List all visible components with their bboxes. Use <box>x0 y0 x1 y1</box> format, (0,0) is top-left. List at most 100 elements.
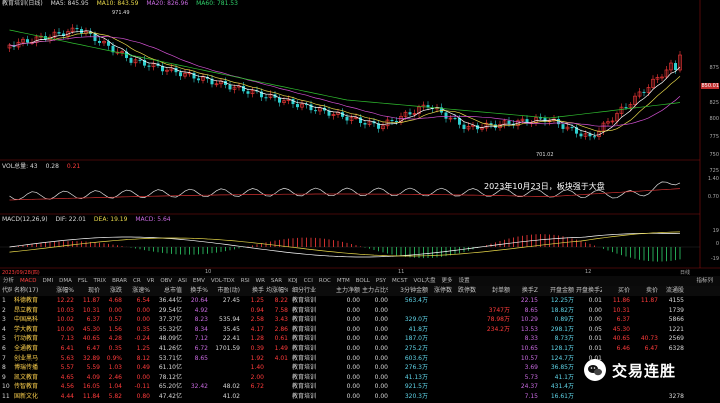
indicator-tab[interactable]: EMV <box>192 278 205 284</box>
cell-t2: 0.94 <box>250 306 264 314</box>
cell-otz: 0.01 <box>576 354 602 364</box>
indicator-tab[interactable]: DMA <box>59 278 72 284</box>
indicator-tab[interactable]: MCST <box>392 278 408 284</box>
indicator-tab[interactable]: CR <box>133 278 141 284</box>
table-row[interactable]: 5 行动教育 7.13 40.65 4.28 -0.24 48.09亿 7.12 22.41 1.… <box>0 334 720 344</box>
column-header[interactable]: 卖价 <box>645 287 658 294</box>
indicator-tab[interactable]: RSI <box>240 278 250 284</box>
column-header[interactable]: 跌停数 <box>457 287 476 294</box>
candle-body <box>453 118 457 120</box>
indicator-tab[interactable]: PSY <box>375 278 387 284</box>
column-header[interactable]: 开盘换手Z <box>576 287 602 294</box>
indicator-tab[interactable]: CCI <box>303 278 313 284</box>
x-axis-period[interactable]: 日线 <box>680 270 691 276</box>
column-header[interactable]: 流通股 <box>665 287 684 294</box>
candle-body <box>93 33 97 41</box>
column-header[interactable]: 3分钟金额 <box>400 287 428 294</box>
column-header[interactable]: 总市值 <box>163 287 182 294</box>
indicator-tab[interactable]: KDJ <box>288 278 298 284</box>
cell-mcap: 36.44亿 <box>158 297 182 304</box>
column-header[interactable]: 涨幅% <box>56 287 74 294</box>
cell-net: 0.00 <box>346 383 360 391</box>
column-header[interactable]: 涨速% <box>132 287 150 294</box>
indicator-tab[interactable]: MTM <box>336 278 350 284</box>
candle-body <box>327 110 331 116</box>
indicator-tab[interactable]: BOLL <box>355 278 370 284</box>
ma20-value: MA20: 826.96 <box>146 0 189 7</box>
indicator-tab[interactable]: WR <box>255 278 265 284</box>
column-header[interactable]: 换手Z <box>521 287 538 294</box>
column-header[interactable]: 市盈(动) <box>217 287 240 294</box>
cell-name: 行动教育 <box>14 335 39 343</box>
column-header[interactable]: 封单额 <box>491 287 510 294</box>
table-row[interactable]: 1 科德教育 12.22 11.87 4.68 6.54 36.44亿 20.64 27.45 1… <box>0 296 720 306</box>
table-row[interactable]: 4 学大教育 10.00 45.30 1.56 0.35 55.32亿 8.34 35.45 4.… <box>0 325 720 335</box>
cell-pct: 10.00 <box>56 325 74 333</box>
indicator-tab[interactable]: VR <box>146 278 155 284</box>
table-row[interactable]: 3 中国高科 10.02 6.37 0.57 0.00 37.37亿 8.23 535.94 2.… <box>0 315 720 325</box>
table-row[interactable]: 2 昂立教育 10.03 10.31 0.00 0.00 29.54亿 4.92 0.94 7.5… <box>0 306 720 316</box>
candle-body <box>98 40 101 43</box>
vol-value-1: 0.28 <box>45 163 59 170</box>
candle-body <box>624 107 628 109</box>
candle-body <box>232 86 237 90</box>
cell-oamt: 36.85万 <box>550 364 574 372</box>
cell-price: 6.37 <box>86 316 100 324</box>
column-header[interactable]: 涨停数 <box>433 287 452 294</box>
indicator-tab[interactable]: TRIX <box>93 278 107 284</box>
candle-body <box>62 33 65 36</box>
column-header[interactable]: 名称(17) <box>14 287 39 294</box>
indicator-tab[interactable]: 分析 <box>3 278 15 284</box>
column-header[interactable]: 换手% <box>190 287 208 294</box>
candle-body <box>417 106 421 114</box>
column-header[interactable]: 换手 <box>251 287 264 294</box>
indicator-tab[interactable]: ROC <box>318 278 331 284</box>
cell-chg: 0.00 <box>108 306 122 314</box>
kline-chart-area[interactable] <box>0 0 720 270</box>
indicator-list-button[interactable]: 指标列 <box>696 278 713 284</box>
indicator-tab[interactable]: 设置 <box>458 278 470 284</box>
column-header[interactable]: 开盘金额 <box>549 287 574 294</box>
indicator-tab[interactable]: ASI <box>178 278 187 284</box>
column-header[interactable]: 主力净额 <box>336 287 360 294</box>
indicator-tab[interactable]: 更多 <box>441 278 453 284</box>
indicator-tab[interactable]: BRAR <box>112 278 128 284</box>
column-header[interactable]: 涨跌 <box>109 287 122 294</box>
cell-ratio: 0.00 <box>374 383 388 391</box>
indicator-tab[interactable]: MACD <box>20 278 37 284</box>
cell-oamt: 8.73万 <box>554 335 574 343</box>
cell-pct: 10.03 <box>56 306 74 314</box>
column-header[interactable]: 细分行业 <box>292 287 317 294</box>
cell-price: 32.89 <box>82 354 100 362</box>
table-row[interactable]: 11 国新文化 4.44 11.84 5.82 0.80 47.42亿 41.02 教育培训 0.… <box>0 392 720 402</box>
indicator-tab[interactable]: VOL大盘 <box>413 278 436 284</box>
cell-sell: 6.47 <box>644 345 658 352</box>
indicator-tab[interactable]: OBV <box>160 278 173 284</box>
candle-body <box>331 114 336 117</box>
column-header[interactable]: 主力占比% <box>362 287 388 294</box>
price-axis-tick: 825 <box>709 100 719 106</box>
column-header[interactable]: 买价 <box>617 287 630 294</box>
table-row[interactable]: 10 传智教育 4.56 16.05 1.04 -0.11 65.20亿 32.42 48.02… <box>0 382 720 392</box>
cell-spd: 0.35 <box>136 325 150 333</box>
candle-body <box>349 117 354 121</box>
indicator-tab[interactable]: VOL-TDX <box>210 278 235 284</box>
cell-name: 创业黑马 <box>14 354 39 362</box>
column-header[interactable]: 现价 <box>87 287 100 294</box>
table-row[interactable]: 8 博瑞传播 5.57 5.59 1.03 0.49 61.10亿 1.40 教育培训 0.00 0… <box>0 363 720 373</box>
cell-amt3: 275.2万 <box>404 345 428 352</box>
column-header[interactable]: 代码 <box>2 287 12 294</box>
indicator-tab[interactable]: FSL <box>77 278 88 284</box>
candle-body <box>385 119 390 127</box>
column-header[interactable]: 均涨幅% <box>266 287 288 294</box>
candle-body <box>260 91 263 98</box>
indicator-tab[interactable]: SAR <box>270 278 283 284</box>
cell-buy: 45.30 <box>612 325 630 333</box>
indicator-tab[interactable]: DMI <box>42 278 54 284</box>
table-row[interactable]: 7 创业黑马 5.63 32.89 0.9% 8.12 53.71亿 8.65 1.92 4.01… <box>0 354 720 364</box>
table-row[interactable]: 9 凯文教育 4.65 4.09 2.46 0.00 78.12亿 2.00 教育培训 0.00 0… <box>0 373 720 383</box>
x-axis-month-10: 10 <box>205 269 212 275</box>
cell-avg: 4.01 <box>274 354 288 362</box>
table-row[interactable]: 6 全通教育 6.41 6.47 0.35 1.25 41.26亿 6.72 1701.59 0.… <box>0 344 720 354</box>
dea-value: DEA: 19.19 <box>93 216 128 223</box>
